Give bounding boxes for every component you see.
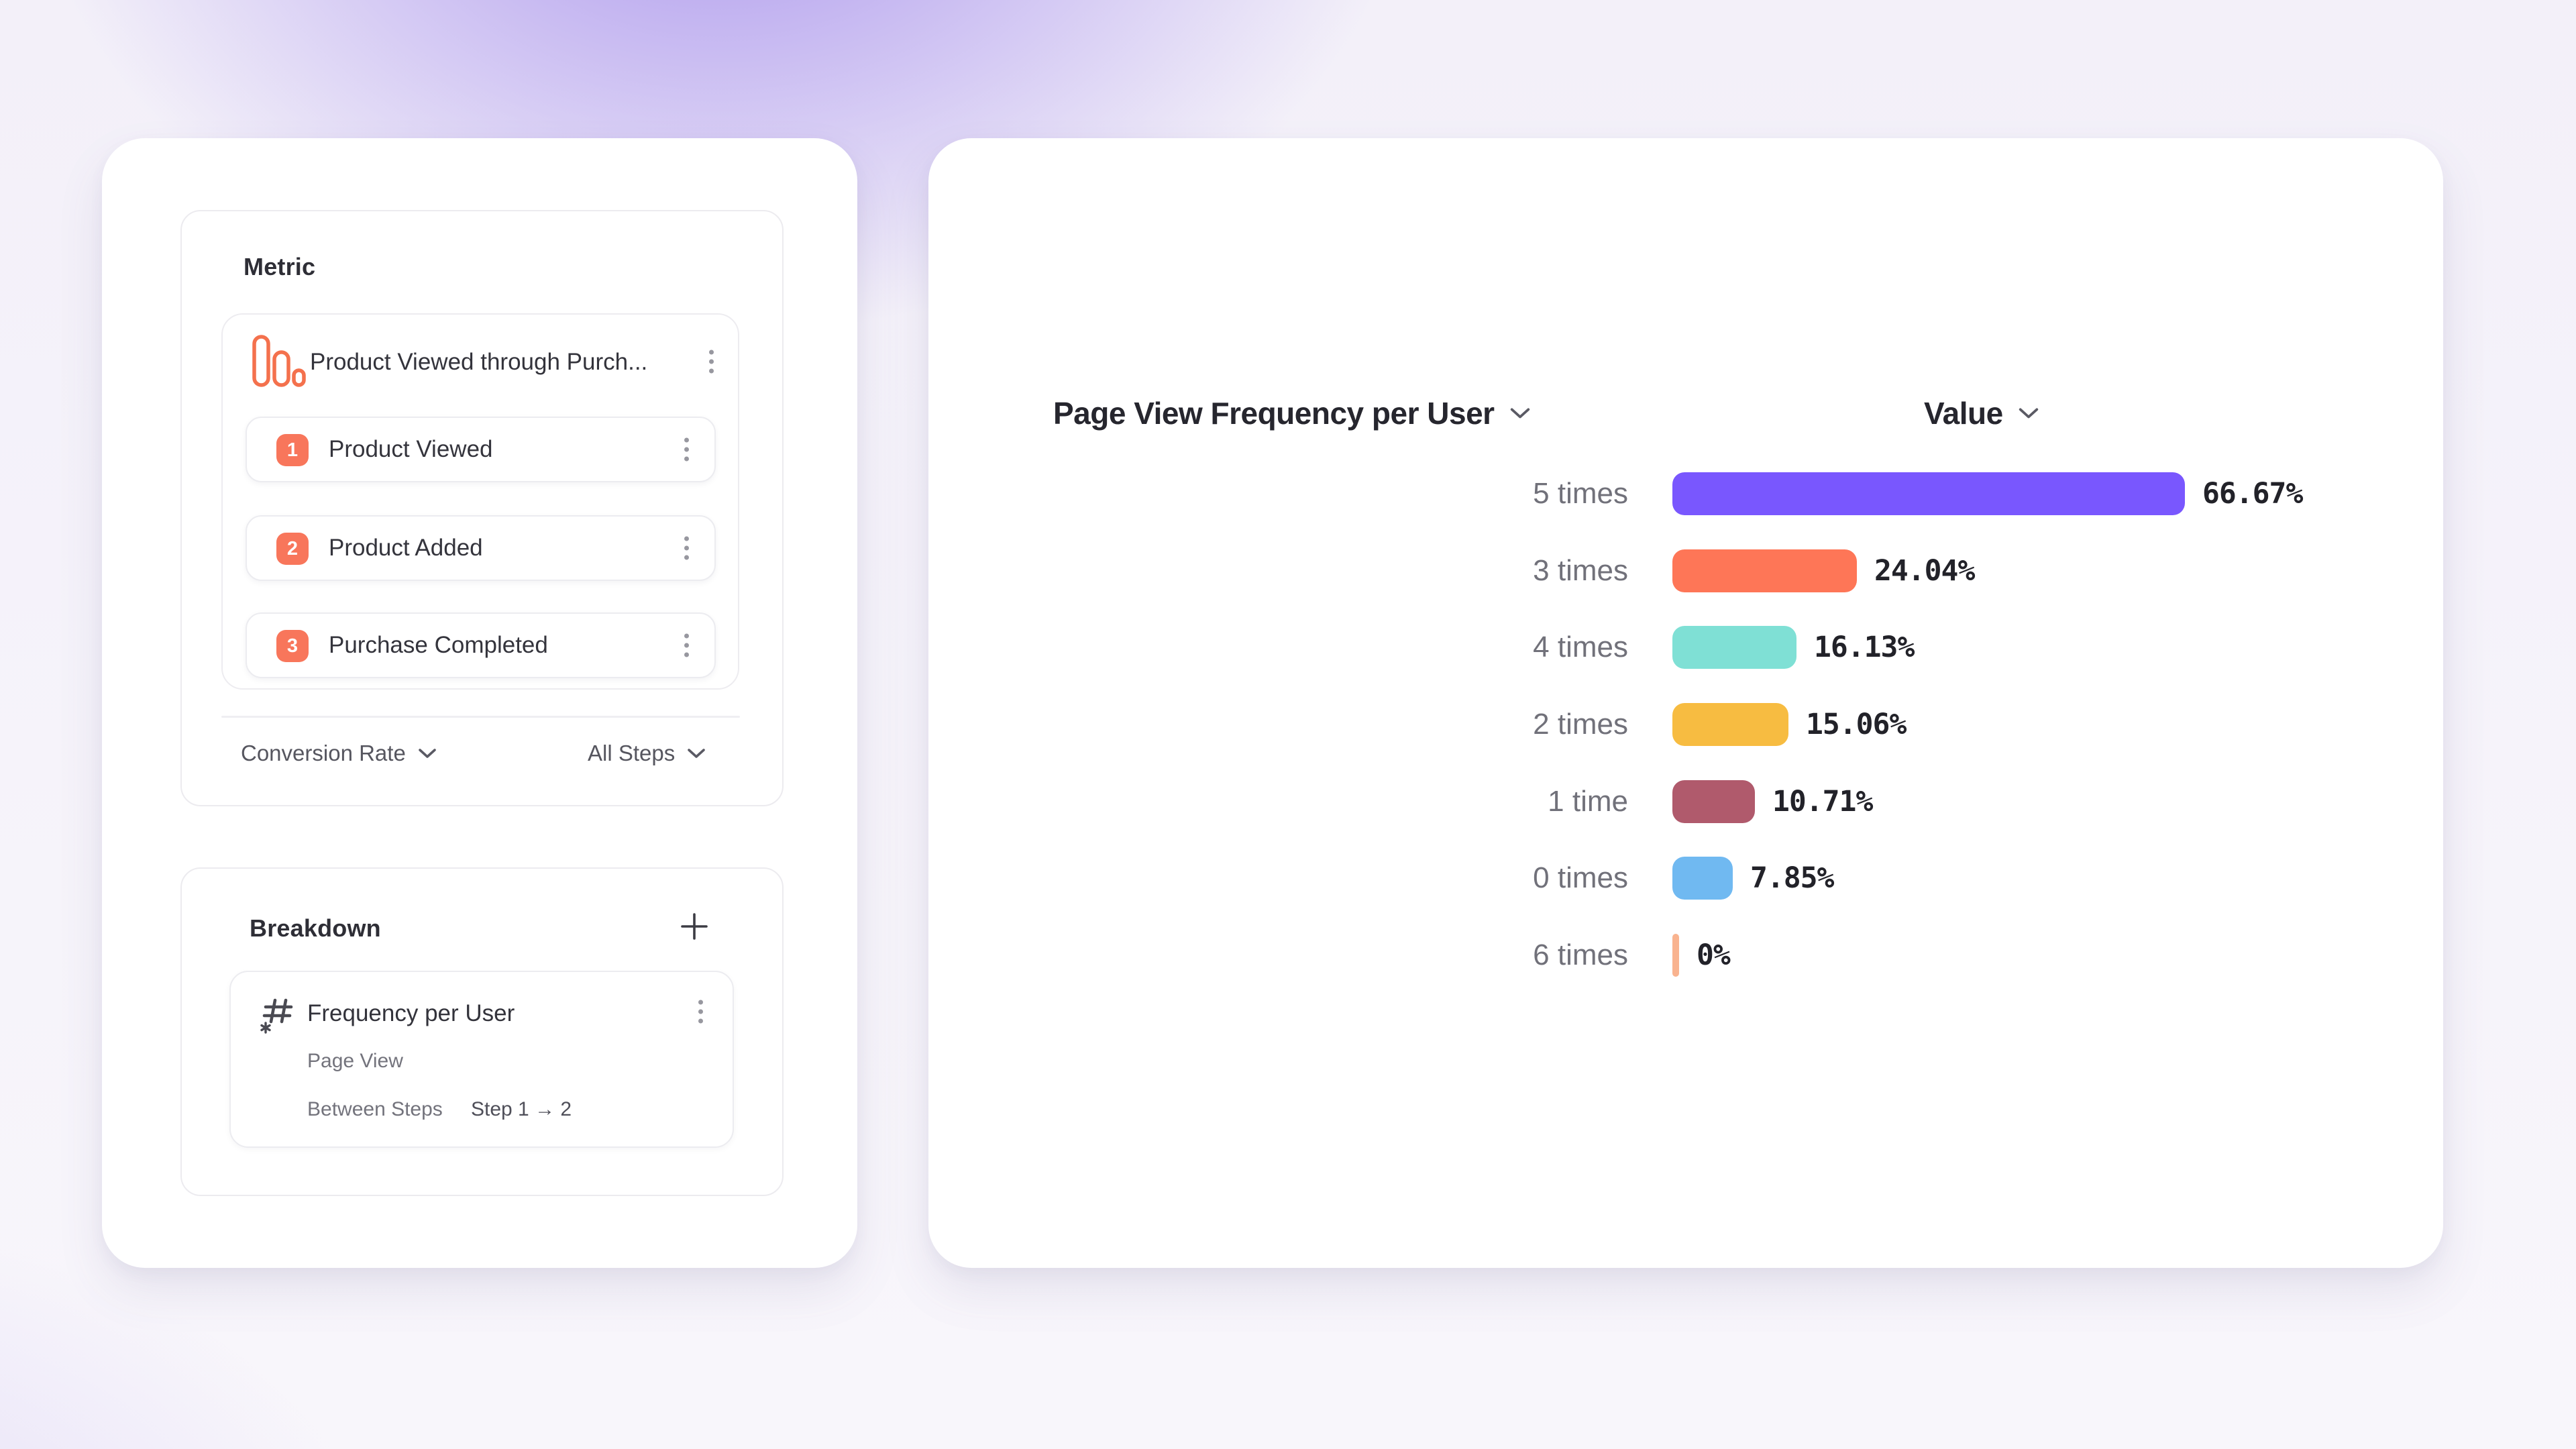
bar-2-times[interactable] (1672, 703, 1788, 747)
funnel-metric-card[interactable]: Product Viewed through Purch... 1 Produc… (221, 313, 739, 690)
chart-value-dropdown[interactable]: Value (1924, 395, 2039, 431)
bar-3-times[interactable] (1672, 549, 1857, 592)
chart-row: 6 times 0% (928, 917, 2443, 994)
value-label: 0% (1697, 938, 1731, 972)
value-label: 15.06% (1806, 708, 1907, 742)
funnel-chart-icon (252, 335, 306, 390)
step-number-badge: 2 (276, 533, 309, 565)
metric-panel: Metric Product Viewed through Purch... 1… (180, 210, 784, 806)
breakdown-item-title: Frequency per User (307, 1000, 515, 1026)
measurement-dropdown-label: Conversion Rate (241, 741, 406, 765)
step-kebab-menu-icon[interactable] (684, 536, 689, 560)
chart-row: 0 times 7.85% (928, 840, 2443, 917)
metric-footer-divider (221, 716, 740, 718)
step-label: Product Viewed (329, 436, 493, 462)
metric-panel-title: Metric (244, 253, 316, 280)
between-steps-label: Between Steps (307, 1098, 443, 1120)
step-number-badge: 1 (276, 434, 309, 466)
bar-6-times[interactable] (1672, 933, 1679, 977)
chevron-down-icon (1509, 407, 1531, 420)
step-kebab-menu-icon[interactable] (684, 633, 689, 657)
category-label: 3 times (1533, 553, 1628, 587)
value-label: 7.85% (1750, 861, 1834, 896)
chart-row: 2 times 15.06% (928, 686, 2443, 763)
chart-value-label: Value (1924, 396, 2003, 431)
add-breakdown-button[interactable] (679, 911, 710, 945)
step-kebab-menu-icon[interactable] (684, 437, 689, 462)
funnel-step-row[interactable]: 1 Product Viewed (246, 417, 716, 482)
chart-card: Page View Frequency per User Value 5 tim… (928, 138, 2443, 1268)
chart-row: 4 times 16.13% (928, 609, 2443, 686)
category-label: 1 time (1548, 784, 1628, 818)
category-label: 2 times (1533, 708, 1628, 741)
chevron-down-icon (418, 748, 437, 759)
breakdown-panel-title: Breakdown (250, 914, 381, 942)
query-builder-card: Metric Product Viewed through Purch... 1… (102, 138, 857, 1268)
chart-rows: 5 times 66.67% 3 times 24.04% 4 times 16.13% 2… (928, 455, 2443, 994)
value-label: 24.04% (1874, 553, 1975, 588)
chart-x-axis-dropdown[interactable]: Page View Frequency per User (1053, 395, 1531, 431)
chart-row: 1 time 10.71% (928, 763, 2443, 840)
funnel-step-row[interactable]: 3 Purchase Completed (246, 612, 716, 678)
breakdown-kebab-menu-icon[interactable] (698, 1000, 703, 1024)
chart-row: 3 times 24.04% (928, 533, 2443, 610)
step-label: Product Added (329, 535, 483, 561)
category-label: 0 times (1533, 861, 1628, 895)
chevron-down-icon (2018, 407, 2039, 420)
category-label: 5 times (1533, 477, 1628, 511)
bar-4-times[interactable] (1672, 626, 1796, 669)
category-label: 4 times (1533, 631, 1628, 664)
breakdown-panel: Breakdown (180, 867, 784, 1196)
value-label: 16.13% (1814, 631, 1915, 665)
breakdown-item-card[interactable]: Frequency per User Page View Between Ste… (229, 971, 734, 1148)
steps-filter-dropdown-label: All Steps (588, 741, 676, 765)
bar-0-times[interactable] (1672, 857, 1733, 900)
chevron-down-icon (687, 748, 706, 759)
chart-x-axis-label: Page View Frequency per User (1053, 396, 1495, 431)
steps-range-value[interactable]: Step 1 → 2 (471, 1098, 572, 1120)
steps-filter-dropdown[interactable]: All Steps (588, 741, 706, 766)
numeric-property-icon (259, 995, 297, 1038)
step-label: Purchase Completed (329, 632, 548, 658)
value-label: 66.67% (2202, 477, 2303, 511)
value-label: 10.71% (1772, 784, 1873, 818)
funnel-step-row[interactable]: 2 Product Added (246, 515, 716, 581)
bar-5-times[interactable] (1672, 472, 2185, 516)
measurement-dropdown[interactable]: Conversion Rate (241, 741, 437, 766)
bar-1-time[interactable] (1672, 780, 1755, 823)
category-label: 6 times (1533, 938, 1628, 971)
step-number-badge: 3 (276, 630, 309, 662)
chart-row: 5 times 66.67% (928, 455, 2443, 533)
breakdown-event-label: Page View (307, 1050, 403, 1072)
funnel-kebab-menu-icon[interactable] (709, 350, 714, 374)
funnel-metric-title: Product Viewed through Purch... (310, 349, 648, 375)
